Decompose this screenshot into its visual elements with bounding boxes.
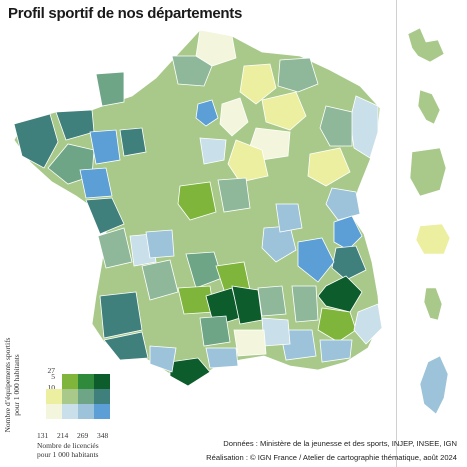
region-vosges (319, 105, 353, 147)
legend-y-tick-5: 5 (51, 372, 55, 381)
region-herault (233, 329, 267, 357)
legend-y-tick-10: 10 (47, 383, 56, 392)
region-ariege (169, 357, 211, 387)
region-mayenne (119, 127, 147, 157)
map-title: Profil sportif de nos départements (8, 5, 243, 22)
legend-cell-high-4 (94, 374, 110, 389)
credits-realisation: Réalisation : © IGN France / Atelier de … (206, 453, 457, 462)
region-ardennes (277, 57, 319, 93)
region-marne-north (261, 91, 307, 131)
overseas-insets (407, 27, 451, 415)
region-alpes-mid (317, 307, 357, 343)
legend-cell-mid-3 (78, 389, 94, 404)
inset-reunion (415, 223, 451, 255)
legend-cell-high-3 (78, 374, 94, 389)
legend-cell-low-2 (62, 404, 78, 419)
region-charente-mar (97, 227, 133, 269)
region-yonne (227, 139, 269, 183)
region-finistere (13, 113, 59, 169)
legend-cell-mid-4 (94, 389, 110, 404)
region-idf-core (195, 99, 219, 127)
inset-guadeloupe (407, 27, 445, 63)
region-cher (217, 177, 251, 213)
region-lozere (257, 285, 287, 317)
region-var (319, 339, 353, 363)
region-savoie (331, 245, 367, 281)
region-idf-outer (219, 97, 249, 137)
region-indre (145, 229, 175, 259)
inset-guyane (409, 147, 447, 197)
legend-x-tick-348: 348 (97, 431, 109, 440)
region-somme (171, 55, 213, 87)
inset-mayotte (423, 287, 443, 321)
region-aisne (239, 63, 277, 105)
legend-x-tick-131: 131 (37, 431, 49, 440)
legend-cell-low-4 (94, 404, 110, 419)
legend-x-tick-269: 269 (77, 431, 89, 440)
inset-martinique (417, 89, 441, 125)
legend-x-label: Nombre de licenciés pour 1 000 habitants (37, 441, 99, 459)
region-drome (291, 285, 319, 323)
region-loir-cher (177, 181, 217, 221)
region-aude (205, 347, 239, 369)
legend-cell-low-1 (46, 404, 62, 419)
region-allier (275, 203, 303, 233)
legend-cell-high-2 (62, 374, 78, 389)
region-dordogne (141, 259, 179, 301)
region-alpes-maritimes (353, 303, 383, 345)
credits: Données : Ministère de la jeunesse et de… (206, 437, 457, 465)
overseas-panel (396, 0, 467, 467)
legend-cell-mid-2 (62, 389, 78, 404)
legend-y-label: Nombre d’équipements sportifs pour 1 000… (3, 337, 21, 433)
region-haute-savoie (333, 215, 363, 251)
region-manche (95, 71, 125, 107)
legend-y-tick-27: 27 (47, 366, 56, 375)
region-tarn-garonne (199, 315, 231, 347)
legend-x-tick-214: 214 (57, 431, 69, 440)
credits-data-source: Données : Ministère de la jeunesse et de… (223, 439, 457, 448)
region-landes (99, 291, 143, 339)
region-pyrenees-atl (103, 331, 149, 361)
region-ain (297, 237, 335, 283)
legend-cell-low-3 (78, 404, 94, 419)
region-pyrenees-or (149, 345, 177, 373)
inset-corse (419, 355, 449, 415)
region-nord-pale (195, 29, 237, 67)
region-haute-marne (307, 147, 351, 187)
region-vendee (85, 197, 125, 235)
region-ille-vilaine (89, 129, 121, 165)
region-loire-atl (79, 167, 113, 199)
region-gard (261, 317, 291, 347)
region-eure-loir (199, 137, 227, 165)
legend-cell-mid-1 (46, 389, 62, 404)
